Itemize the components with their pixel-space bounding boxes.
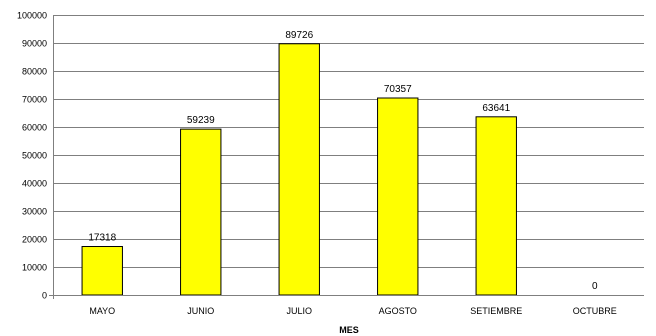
x-axis-category-labels: MAYO JUNIO JULIO AGOSTO SETIEMBRE OCTUBRE bbox=[89, 306, 616, 316]
data-label: 89726 bbox=[285, 30, 313, 41]
y-tick-label: 30000 bbox=[22, 207, 47, 217]
x-tick-label: SETIEMBRE bbox=[470, 306, 522, 316]
bar-julio bbox=[278, 43, 320, 296]
data-label: 63641 bbox=[482, 103, 510, 114]
bar-mayo bbox=[81, 246, 123, 296]
y-tick-label: 100000 bbox=[17, 11, 47, 21]
x-tick-label: JULIO bbox=[286, 306, 312, 316]
gridlines bbox=[53, 15, 644, 296]
y-tick-label: 70000 bbox=[22, 95, 47, 105]
data-label: 0 bbox=[592, 281, 598, 292]
bar-setiembre bbox=[475, 116, 517, 296]
y-tick-label: 10000 bbox=[22, 263, 47, 273]
x-tick-label: OCTUBRE bbox=[573, 306, 617, 316]
y-axis-tick-labels: 0 10000 20000 30000 40000 50000 60000 70000 8000… bbox=[17, 11, 47, 301]
axes bbox=[49, 15, 644, 299]
x-axis-title: MES bbox=[339, 325, 359, 335]
y-tick-label: 40000 bbox=[22, 179, 47, 189]
y-tick-label: 50000 bbox=[22, 151, 47, 161]
data-label: 59239 bbox=[187, 115, 215, 126]
y-tick-label: 20000 bbox=[22, 235, 47, 245]
x-tick-label: MAYO bbox=[89, 306, 115, 316]
y-tick-label: 60000 bbox=[22, 123, 47, 133]
x-tick-label: JUNIO bbox=[187, 306, 214, 316]
x-tick-label: AGOSTO bbox=[379, 306, 417, 316]
y-tick-label: 90000 bbox=[22, 39, 47, 49]
data-labels: 17318 59239 89726 70357 63641 0 bbox=[88, 30, 598, 292]
data-label: 17318 bbox=[88, 233, 116, 244]
y-tick-label: 80000 bbox=[22, 67, 47, 77]
bars bbox=[81, 43, 517, 296]
bar-junio bbox=[180, 128, 222, 296]
y-tick-label: 0 bbox=[42, 291, 47, 301]
data-label: 70357 bbox=[384, 84, 412, 95]
bar-agosto bbox=[377, 97, 419, 296]
